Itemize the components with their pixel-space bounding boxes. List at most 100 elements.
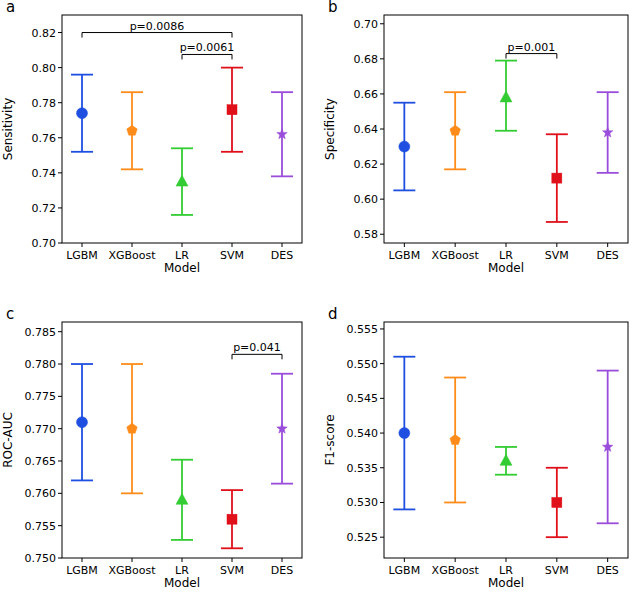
figure: a0.700.720.740.760.780.800.82LGBMXGBoost… xyxy=(0,0,640,609)
error-bar-cap xyxy=(121,168,143,170)
x-tick-label: XGBoost xyxy=(432,249,480,262)
y-tick xyxy=(58,172,62,173)
error-bar-cap xyxy=(546,536,568,538)
x-tick-label: XGBoost xyxy=(432,564,480,577)
y-tick xyxy=(58,67,62,68)
error-bar xyxy=(271,374,293,484)
y-tick xyxy=(380,328,384,329)
x-tick-label: SVM xyxy=(220,249,244,262)
error-bar-cap xyxy=(393,509,415,511)
x-tick-label: DES xyxy=(271,564,293,577)
x-axis-label: Model xyxy=(164,261,200,275)
error-bar-cap xyxy=(271,373,293,375)
y-tick-label: 0.785 xyxy=(25,326,57,339)
error-bar-cap xyxy=(444,377,466,379)
error-bar-cap xyxy=(444,502,466,504)
y-tick xyxy=(58,32,62,33)
point-marker xyxy=(552,497,562,507)
x-tick xyxy=(182,243,183,247)
p-value-label: p=0.041 xyxy=(233,341,281,354)
y-tick xyxy=(58,102,62,103)
y-tick-label: 0.780 xyxy=(25,358,57,371)
error-bar-cap xyxy=(121,363,143,365)
y-tick xyxy=(380,537,384,538)
y-axis-label: F1-score xyxy=(323,414,337,465)
y-axis-label: Specificity xyxy=(323,98,337,160)
y-tick xyxy=(58,207,62,208)
error-bar-cap xyxy=(171,214,193,216)
error-bar-cap xyxy=(495,474,517,476)
y-tick-label: 0.765 xyxy=(25,455,57,468)
y-tick-label: 0.82 xyxy=(32,27,57,40)
error-bar-cap xyxy=(71,480,93,482)
y-tick-label: 0.535 xyxy=(347,462,379,475)
y-tick xyxy=(380,502,384,503)
point-marker xyxy=(227,514,237,524)
point-marker xyxy=(77,108,88,119)
point-marker xyxy=(277,423,287,433)
x-tick-label: LGBM xyxy=(388,564,420,577)
x-tick xyxy=(132,558,133,562)
y-tick xyxy=(380,129,384,130)
point-marker xyxy=(77,417,88,428)
significance-bracket xyxy=(232,354,282,359)
point-marker xyxy=(399,428,410,439)
error-bar xyxy=(597,92,619,173)
y-tick xyxy=(58,461,62,462)
error-bar-cap xyxy=(271,175,293,177)
y-tick-label: 0.68 xyxy=(354,53,379,66)
error-bar-cap xyxy=(171,459,193,461)
y-tick-label: 0.545 xyxy=(347,392,379,405)
panel-label: d xyxy=(328,305,338,323)
p-value-label: p=0.0086 xyxy=(130,20,185,33)
y-tick xyxy=(58,428,62,429)
error-bar xyxy=(444,92,466,169)
x-tick xyxy=(607,243,608,247)
axes-frame xyxy=(384,322,628,558)
point-marker xyxy=(500,454,512,465)
y-tick-label: 0.58 xyxy=(354,228,379,241)
y-tick-label: 0.74 xyxy=(32,167,57,180)
error-bar-cap xyxy=(597,522,619,524)
y-tick xyxy=(380,199,384,200)
error-bar-cap xyxy=(71,151,93,153)
error-bar xyxy=(171,460,193,540)
error-bar xyxy=(271,92,293,176)
point-marker xyxy=(602,127,612,137)
error-bar xyxy=(444,378,466,503)
error-bar xyxy=(495,61,517,131)
point-marker xyxy=(227,105,237,115)
error-bar xyxy=(393,103,415,191)
axes-frame xyxy=(62,15,302,243)
y-tick xyxy=(380,234,384,235)
x-tick-label: XGBoost xyxy=(108,564,156,577)
y-tick xyxy=(380,23,384,24)
error-bar-cap xyxy=(597,172,619,174)
y-tick xyxy=(380,93,384,94)
error-bar xyxy=(121,364,143,493)
y-tick xyxy=(58,364,62,365)
error-bar-cap xyxy=(221,547,243,549)
y-tick xyxy=(58,331,62,332)
panel-label: c xyxy=(6,305,14,323)
point-marker xyxy=(602,441,612,451)
y-tick xyxy=(58,396,62,397)
error-bar-cap xyxy=(221,489,243,491)
error-bar-cap xyxy=(71,363,93,365)
y-tick-label: 0.550 xyxy=(347,358,379,371)
y-axis-label: Sensitivity xyxy=(1,98,15,160)
x-tick xyxy=(556,243,557,247)
error-bar xyxy=(546,134,568,222)
x-tick xyxy=(132,243,133,247)
point-marker xyxy=(399,141,410,152)
x-tick xyxy=(182,558,183,562)
x-axis-label: Model xyxy=(488,576,524,590)
error-bar-cap xyxy=(271,91,293,93)
axes-frame xyxy=(62,322,302,558)
y-tick-label: 0.775 xyxy=(25,390,57,403)
y-tick-label: 0.555 xyxy=(347,323,379,336)
y-tick-label: 0.64 xyxy=(354,123,379,136)
panel: d0.5250.5300.5350.5400.5450.5500.555LGBM… xyxy=(323,305,628,590)
error-bar-cap xyxy=(271,483,293,485)
significance-bracket xyxy=(506,54,557,59)
